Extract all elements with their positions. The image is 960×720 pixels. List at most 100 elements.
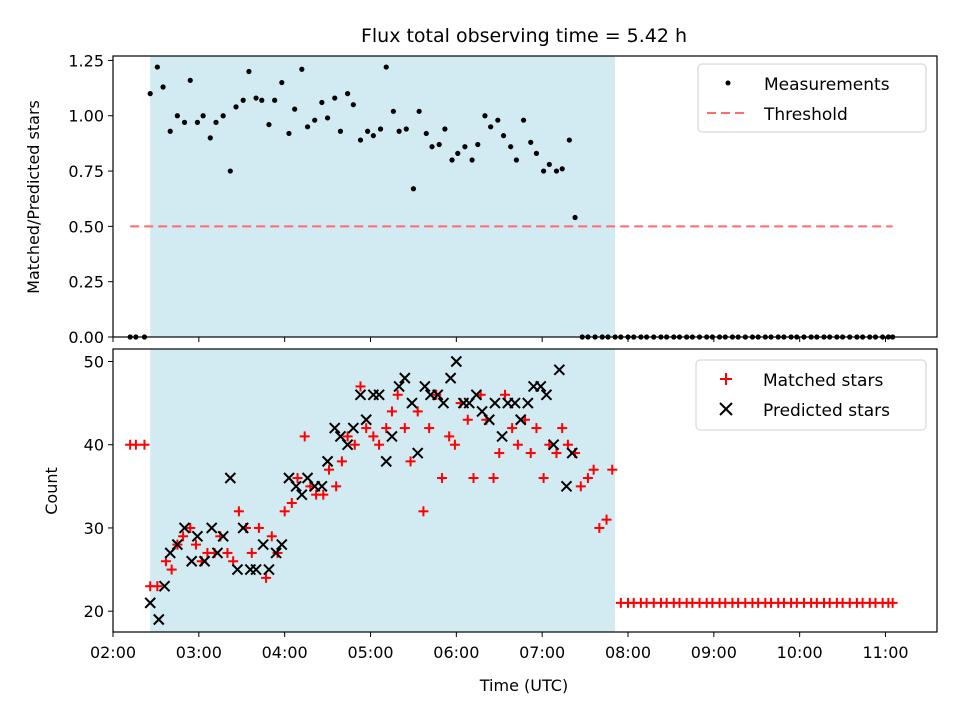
predicted-point xyxy=(354,389,367,401)
matched-point xyxy=(449,439,460,450)
matched-point xyxy=(246,547,257,558)
matched-point xyxy=(468,473,479,484)
measurement-point xyxy=(482,113,488,119)
bottom-x-tick-label: 09:00 xyxy=(691,643,737,662)
predicted-point xyxy=(515,414,527,426)
measurement-point xyxy=(266,121,272,128)
bottom-y-tick-label: 30 xyxy=(84,519,104,538)
bottom-x-tick-label: 11:00 xyxy=(862,643,908,662)
matched-point xyxy=(607,464,618,475)
top-y-tick-label: 0.75 xyxy=(68,162,104,181)
predicted-point xyxy=(257,538,269,551)
predicted-point xyxy=(316,480,328,493)
top-y-tick-label: 0.00 xyxy=(68,328,104,347)
bottom-y-tick-label: 50 xyxy=(84,352,104,371)
predicted-point xyxy=(341,439,354,451)
measurement-point xyxy=(233,104,239,110)
predicted-point xyxy=(224,472,237,484)
predicted-point xyxy=(206,522,218,534)
measurement-point xyxy=(337,128,344,134)
predicted-point xyxy=(547,439,560,451)
predicted-point xyxy=(535,380,547,393)
predicted-point xyxy=(185,555,198,567)
bottom-x-tick-label: 06:00 xyxy=(433,643,479,662)
measurement-point xyxy=(488,124,494,130)
matched-point xyxy=(399,423,410,434)
matched-point xyxy=(499,389,510,400)
top-y-tick-label: 0.50 xyxy=(68,217,104,236)
measurement-point xyxy=(246,68,252,75)
matched-point xyxy=(594,522,605,533)
measurement-point xyxy=(292,106,298,112)
matched-point xyxy=(462,414,473,425)
matched-point xyxy=(551,448,562,459)
measurement-point xyxy=(513,157,520,163)
measurement-point xyxy=(410,186,417,192)
predicted-point xyxy=(406,397,418,409)
measurement-point xyxy=(324,115,331,121)
measurement-point xyxy=(286,130,292,137)
top-shaded-interval xyxy=(150,56,616,337)
bottom-x-tick-label: 05:00 xyxy=(347,643,393,662)
legend-marker-predicted xyxy=(719,402,733,416)
matched-point xyxy=(374,439,385,450)
matched-point xyxy=(431,389,442,400)
matched-point xyxy=(261,572,272,583)
legend-label-measurements: Measurements xyxy=(764,75,890,95)
measurement-point xyxy=(200,113,206,119)
predicted-point xyxy=(553,364,566,376)
predicted-point xyxy=(178,522,191,534)
predicted-point xyxy=(386,430,398,443)
matched-point xyxy=(507,423,518,434)
matched-point xyxy=(355,381,366,392)
measurement-point xyxy=(553,168,560,174)
measurement-point xyxy=(442,126,448,132)
bottom-axes-frame xyxy=(112,348,938,633)
measurement-point xyxy=(154,64,160,70)
predicted-point xyxy=(509,397,521,409)
predicted-point xyxy=(237,522,249,534)
measurement-point xyxy=(240,97,246,103)
measurement-point xyxy=(167,128,173,134)
matched-point xyxy=(582,473,593,484)
predicted-point xyxy=(560,480,573,493)
matched-point xyxy=(292,473,303,484)
matched-point xyxy=(130,439,141,450)
predicted-point xyxy=(399,372,411,384)
measurement-point xyxy=(304,124,311,130)
matched-point xyxy=(405,456,416,467)
measurement-point xyxy=(528,139,534,145)
predicted-point xyxy=(450,355,463,368)
measurement-point xyxy=(449,157,455,163)
matched-point xyxy=(386,406,397,417)
bottom-x-ticks: 02:00 03:00 04:00 05:00 06:00 07:00 08:00 09:00… xyxy=(90,632,909,662)
predicted-point xyxy=(263,563,275,576)
predicted-point xyxy=(360,414,372,426)
top-axes-frame xyxy=(112,55,938,338)
legend-label-predicted: Predicted stars xyxy=(763,401,890,421)
measurement-point xyxy=(559,166,565,172)
matched-point xyxy=(178,531,189,542)
matched-point xyxy=(139,439,150,450)
matched-point xyxy=(318,489,329,500)
measurement-point xyxy=(423,130,429,137)
legend-label-matched: Matched stars xyxy=(763,371,883,391)
matched-point xyxy=(190,539,201,550)
matched-point xyxy=(424,423,435,434)
measurement-point xyxy=(462,144,468,150)
top-y-ticks: 0.00 0.25 0.50 0.75 1.00 1.25 xyxy=(68,51,113,347)
measurement-point xyxy=(500,133,507,139)
top-y-axis-label: Matched/Predicted stars xyxy=(24,100,43,294)
measurement-point xyxy=(259,97,265,103)
chart-title: Flux total observing time = 5.42 h xyxy=(361,25,687,47)
bottom-y-ticks: 20 30 40 50 xyxy=(84,352,113,621)
matched-point xyxy=(887,597,898,608)
predicted-point xyxy=(347,422,360,434)
top-y-tick-label: 1.00 xyxy=(68,107,104,126)
predicted-point xyxy=(483,414,495,426)
legend-marker-matched xyxy=(720,373,732,385)
bottom-y-tick-label: 40 xyxy=(84,436,104,455)
matched-point xyxy=(324,464,335,475)
predicted-point xyxy=(276,538,288,551)
matched-point xyxy=(437,473,448,484)
